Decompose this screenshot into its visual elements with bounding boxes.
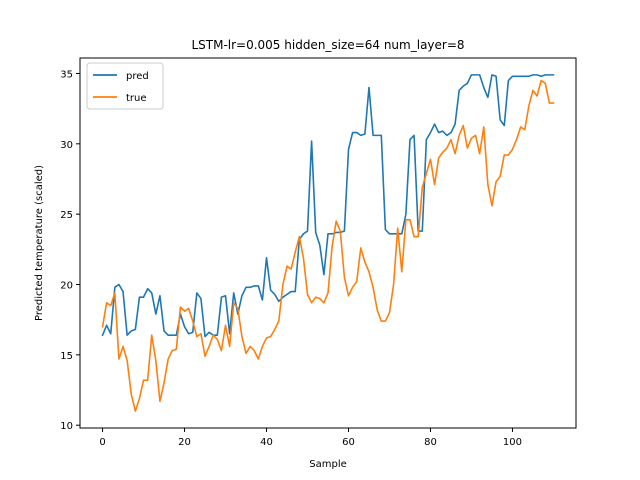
legend-label-pred: pred: [126, 71, 149, 82]
y-tick-label: 35: [60, 69, 73, 80]
legend: pred true: [86, 62, 164, 110]
x-tick-label: 80: [424, 437, 437, 448]
x-tick-label: 40: [260, 437, 273, 448]
legend-box: [86, 62, 164, 110]
legend-label-true: true: [126, 93, 147, 104]
y-tick-label: 30: [60, 140, 73, 151]
ticks-layer: 0 20 40 60 80 100 10 15 20 25 30 35: [60, 69, 522, 448]
y-tick-label: 10: [60, 421, 73, 432]
x-tick-label: 60: [342, 437, 355, 448]
series-line-true: [101, 79, 555, 412]
x-axis-label: Sample: [309, 459, 347, 470]
y-tick-label: 15: [60, 351, 73, 362]
y-tick-label: 20: [60, 281, 73, 292]
x-tick-label: 20: [178, 437, 191, 448]
y-axis-label: Predicted temperature (scaled): [34, 165, 45, 321]
y-tick-label: 25: [60, 210, 73, 221]
x-tick-label: 0: [99, 437, 105, 448]
x-tick-label: 100: [503, 437, 522, 448]
chart-title: LSTM-lr=0.005 hidden_size=64 num_layer=8: [191, 38, 464, 52]
plot-frame: [79, 57, 577, 429]
series-layer: [101, 74, 555, 412]
